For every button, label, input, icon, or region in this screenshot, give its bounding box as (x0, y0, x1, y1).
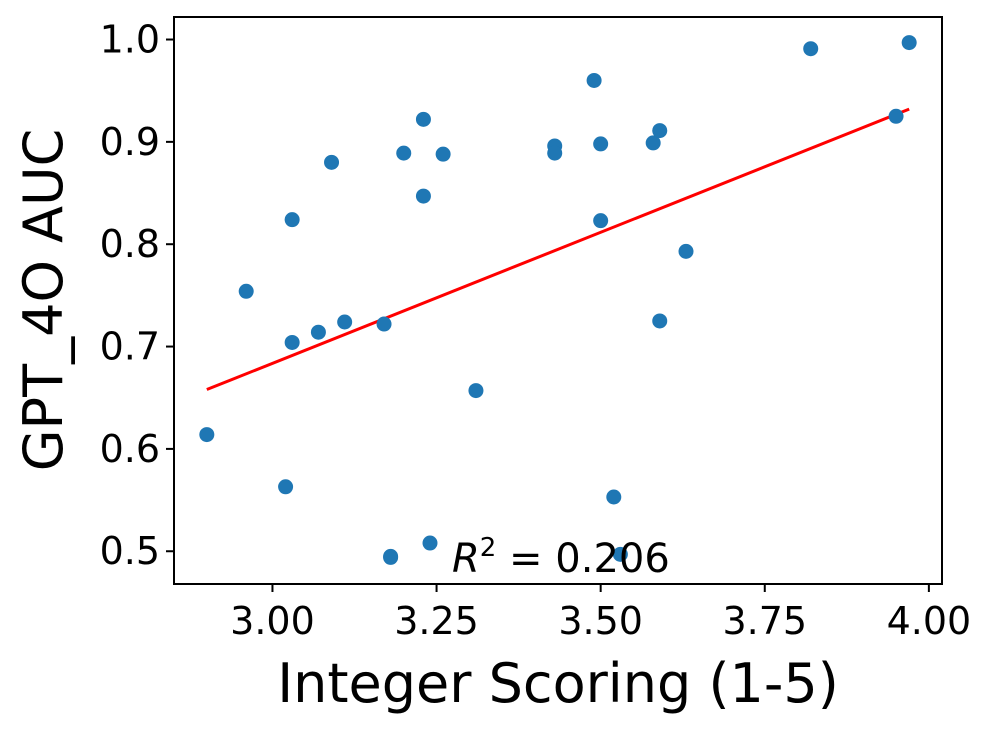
data-point (278, 479, 294, 495)
regression-line-layer (206, 107, 910, 391)
data-point (803, 41, 819, 57)
y-tick-label: 0.7 (100, 325, 160, 369)
data-point (612, 546, 628, 562)
x-tick-label: 4.00 (887, 599, 972, 643)
data-point (415, 111, 431, 127)
y-tick-label: 0.8 (100, 222, 160, 266)
data-point (586, 72, 602, 88)
data-point (284, 212, 300, 228)
data-point (888, 108, 904, 124)
data-point (678, 243, 694, 259)
data-point (422, 535, 438, 551)
y-axis-ticks: 0.5 0.6 0.7 0.8 0.9 1.0 (100, 18, 174, 573)
data-point (324, 154, 340, 170)
y-tick-label: 1.0 (100, 18, 160, 62)
y-tick-label: 0.9 (100, 120, 160, 164)
data-point (396, 145, 412, 161)
data-point (415, 188, 431, 204)
data-point (652, 123, 668, 139)
data-point (468, 383, 484, 399)
data-point (376, 316, 392, 332)
x-tick-label: 3.50 (558, 599, 643, 643)
y-tick-label: 0.6 (100, 427, 160, 471)
plot-frame (173, 16, 943, 585)
scatter-points (199, 35, 917, 565)
data-point (901, 35, 917, 51)
data-point (547, 145, 563, 161)
x-tick-label: 3.25 (394, 599, 479, 643)
data-point (310, 324, 326, 340)
y-axis-title: GPT_4O AUC (12, 129, 75, 472)
data-point (383, 548, 399, 564)
y-tick-label: 0.5 (100, 529, 160, 573)
x-axis-title: Integer Scoring (1-5) (277, 652, 839, 715)
regression-line (206, 107, 910, 391)
data-point (238, 283, 254, 299)
data-point (284, 334, 300, 350)
data-point (606, 489, 622, 505)
data-point (337, 314, 353, 330)
data-point (199, 427, 215, 443)
r-squared-superscript: 2 (480, 533, 497, 563)
x-tick-label: 3.75 (722, 599, 807, 643)
r-squared-value: = 0.206 (496, 536, 669, 582)
data-point (435, 146, 451, 162)
data-point (645, 135, 661, 151)
r-squared-label: R (452, 536, 480, 582)
x-tick-label: 3.00 (230, 599, 315, 643)
r-squared-annotation: R2 = 0.206 (452, 533, 670, 582)
data-point (652, 313, 668, 329)
plot-area (174, 17, 942, 584)
x-axis-ticks: 3.00 3.25 3.50 3.75 4.00 (230, 584, 971, 643)
data-point (593, 136, 609, 152)
data-point (593, 213, 609, 229)
